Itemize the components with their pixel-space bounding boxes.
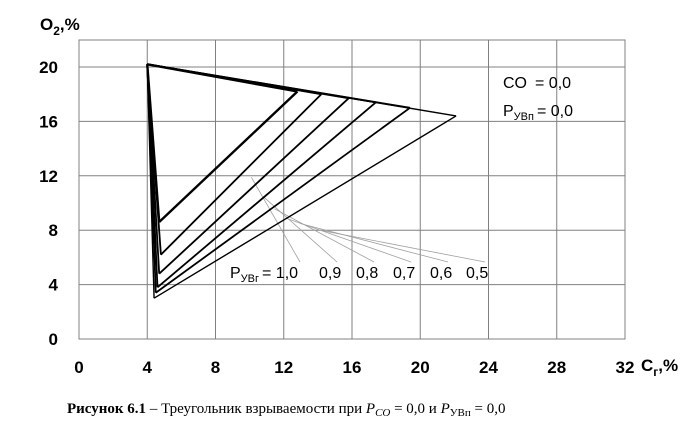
leader-line [300, 223, 449, 263]
x-tick-label: 24 [479, 358, 498, 377]
y-axis-label: O2,% [40, 15, 80, 38]
pug-value-label: 0,9 [319, 265, 341, 282]
pug-value-label: 0,5 [466, 265, 488, 282]
pug-label: PУВг = 1,0 [230, 265, 298, 285]
x-tick-label: 16 [343, 358, 362, 377]
x-tick-label: 12 [274, 358, 293, 377]
co-annotation: CO = 0,0 [503, 75, 571, 92]
mixing-boundary-line [155, 107, 411, 294]
mixing-boundary-line [156, 101, 377, 289]
leader-line [274, 208, 375, 263]
y-tick-label: 16 [39, 112, 58, 131]
label-leader-lines [251, 177, 486, 263]
leader-line [319, 229, 486, 263]
x-tick-label: 32 [616, 358, 635, 377]
mixing-boundary-line [160, 93, 322, 256]
pug-value-labels: 0,9 0,8 0,7 0,6 0,5 [319, 265, 488, 282]
y-tick-label: 4 [49, 276, 59, 295]
tick-labels: 0 4 8 12 16 20 24 28 32 0 4 8 12 16 20 [39, 58, 634, 377]
lower-boundary-line [146, 64, 155, 299]
y-tick-label: 0 [49, 330, 58, 349]
puvp-annotation: PУВп = 0,0 [503, 103, 573, 123]
x-tick-label: 8 [211, 358, 220, 377]
figure-caption: Рисунок 6.1 – Треугольник взрываемости п… [67, 401, 506, 419]
leader-line [251, 177, 301, 263]
y-tick-label: 12 [39, 167, 58, 186]
grid [78, 39, 626, 340]
pug-value-label: 0,8 [356, 265, 378, 282]
series-lines [146, 63, 457, 299]
upper-boundary-line [147, 63, 457, 117]
mixing-boundary-line [158, 90, 299, 223]
mixing-boundary-line [158, 97, 350, 275]
x-tick-label: 28 [547, 358, 566, 377]
x-tick-label: 20 [411, 358, 430, 377]
pug-value-label: 0,7 [393, 265, 415, 282]
y-tick-label: 20 [39, 58, 58, 77]
x-tick-label: 4 [143, 358, 153, 377]
x-tick-label: 0 [74, 358, 83, 377]
mixing-boundary-line [153, 115, 457, 299]
y-tick-label: 8 [49, 221, 58, 240]
x-axis-label: Cг,% [641, 356, 678, 379]
leader-line [262, 196, 338, 263]
pug-value-label: 0,6 [430, 265, 452, 282]
